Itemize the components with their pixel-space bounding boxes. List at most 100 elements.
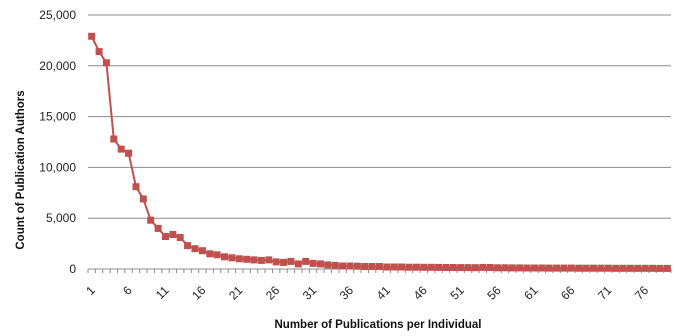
data-point — [95, 48, 103, 56]
data-point — [656, 264, 664, 272]
data-point — [302, 257, 310, 265]
x-tick-label: 51 — [447, 283, 467, 303]
data-point — [641, 264, 649, 272]
data-point — [508, 264, 516, 272]
data-point — [250, 256, 258, 264]
data-point — [88, 32, 96, 40]
data-point — [405, 263, 413, 271]
data-point — [464, 264, 472, 272]
data-point — [597, 264, 605, 272]
data-point — [516, 264, 524, 272]
data-point — [368, 263, 376, 270]
data-point — [398, 263, 406, 271]
y-tick-label: 20,000 — [39, 59, 76, 73]
data-point — [626, 264, 634, 272]
data-point — [412, 263, 420, 271]
data-point — [435, 263, 442, 271]
data-point — [420, 263, 428, 271]
data-point — [235, 255, 243, 263]
x-tick-label: 26 — [263, 283, 283, 303]
y-tick-label: 10,000 — [39, 160, 76, 174]
data-point — [604, 264, 612, 272]
data-point — [494, 264, 502, 272]
x-tick-label: 1 — [83, 283, 98, 298]
data-point — [383, 263, 391, 271]
data-point — [619, 264, 627, 272]
data-point — [376, 263, 383, 270]
series — [88, 32, 671, 272]
data-point — [191, 245, 199, 253]
x-tick-label: 6 — [120, 283, 135, 298]
y-tick-label: 15,000 — [39, 110, 76, 124]
x-tick-label: 16 — [189, 283, 209, 303]
data-point — [649, 264, 657, 272]
data-point — [582, 264, 590, 272]
data-point — [213, 251, 221, 259]
x-tick-label: 56 — [484, 283, 504, 303]
data-point — [206, 250, 214, 258]
data-point — [102, 59, 110, 67]
data-point — [139, 195, 147, 203]
x-tick-label: 11 — [153, 283, 172, 302]
data-point — [154, 224, 162, 232]
data-point — [479, 263, 487, 271]
y-axis-tick-labels: 0 5,000 10,000 15,000 20,000 25,000 — [39, 8, 76, 276]
x-tick-label: 76 — [632, 283, 652, 303]
x-tick-label: 31 — [300, 283, 320, 303]
gridlines — [88, 14, 671, 219]
data-point — [457, 264, 465, 272]
data-point — [390, 263, 398, 271]
data-point — [523, 264, 531, 272]
data-point — [169, 231, 177, 238]
data-point — [361, 263, 369, 270]
x-tick-label: 36 — [337, 283, 357, 303]
data-point — [442, 264, 450, 271]
data-point — [162, 233, 169, 240]
data-point — [309, 259, 317, 267]
data-point — [272, 258, 280, 266]
data-point — [612, 264, 620, 272]
data-point — [353, 262, 361, 270]
data-point — [287, 257, 295, 265]
data-point — [265, 256, 273, 264]
data-point — [531, 264, 538, 272]
data-point — [228, 254, 236, 262]
data-point — [538, 264, 546, 272]
x-axis-title: Number of Publications per Individual — [274, 319, 481, 331]
data-point — [184, 242, 192, 250]
y-axis-title: Count of Publication Authors — [15, 90, 27, 249]
data-point — [243, 255, 251, 263]
data-point — [176, 234, 184, 241]
series-line — [90, 35, 668, 270]
x-tick-label: 71 — [595, 283, 615, 303]
x-tick-label: 46 — [411, 283, 431, 303]
data-point — [449, 264, 457, 271]
data-point — [331, 261, 339, 269]
data-point — [663, 264, 671, 272]
data-point — [486, 264, 494, 271]
x-axis-tick-labels: 1 6 11 16 21 26 31 36 41 46 51 56 61 66 71 76 — [83, 283, 651, 303]
data-point — [117, 145, 125, 153]
data-point — [294, 260, 302, 268]
data-point — [560, 264, 568, 272]
data-point — [427, 263, 435, 271]
y-tick-label: 25,000 — [39, 8, 76, 22]
data-point — [553, 264, 561, 272]
y-tick-label: 0 — [69, 262, 76, 276]
data-point — [132, 183, 140, 191]
data-point — [324, 261, 332, 269]
data-point — [471, 264, 479, 272]
x-tick-label: 41 — [374, 283, 394, 303]
data-point — [346, 262, 354, 270]
data-point — [545, 264, 553, 272]
data-point — [317, 260, 324, 268]
data-point — [501, 264, 509, 272]
data-point — [567, 264, 575, 272]
data-point — [634, 264, 642, 272]
x-tick-label: 66 — [558, 283, 578, 303]
x-tick-label: 21 — [226, 283, 246, 303]
data-point — [280, 258, 288, 266]
x-tick-label: 61 — [521, 283, 541, 303]
data-point — [575, 264, 583, 272]
